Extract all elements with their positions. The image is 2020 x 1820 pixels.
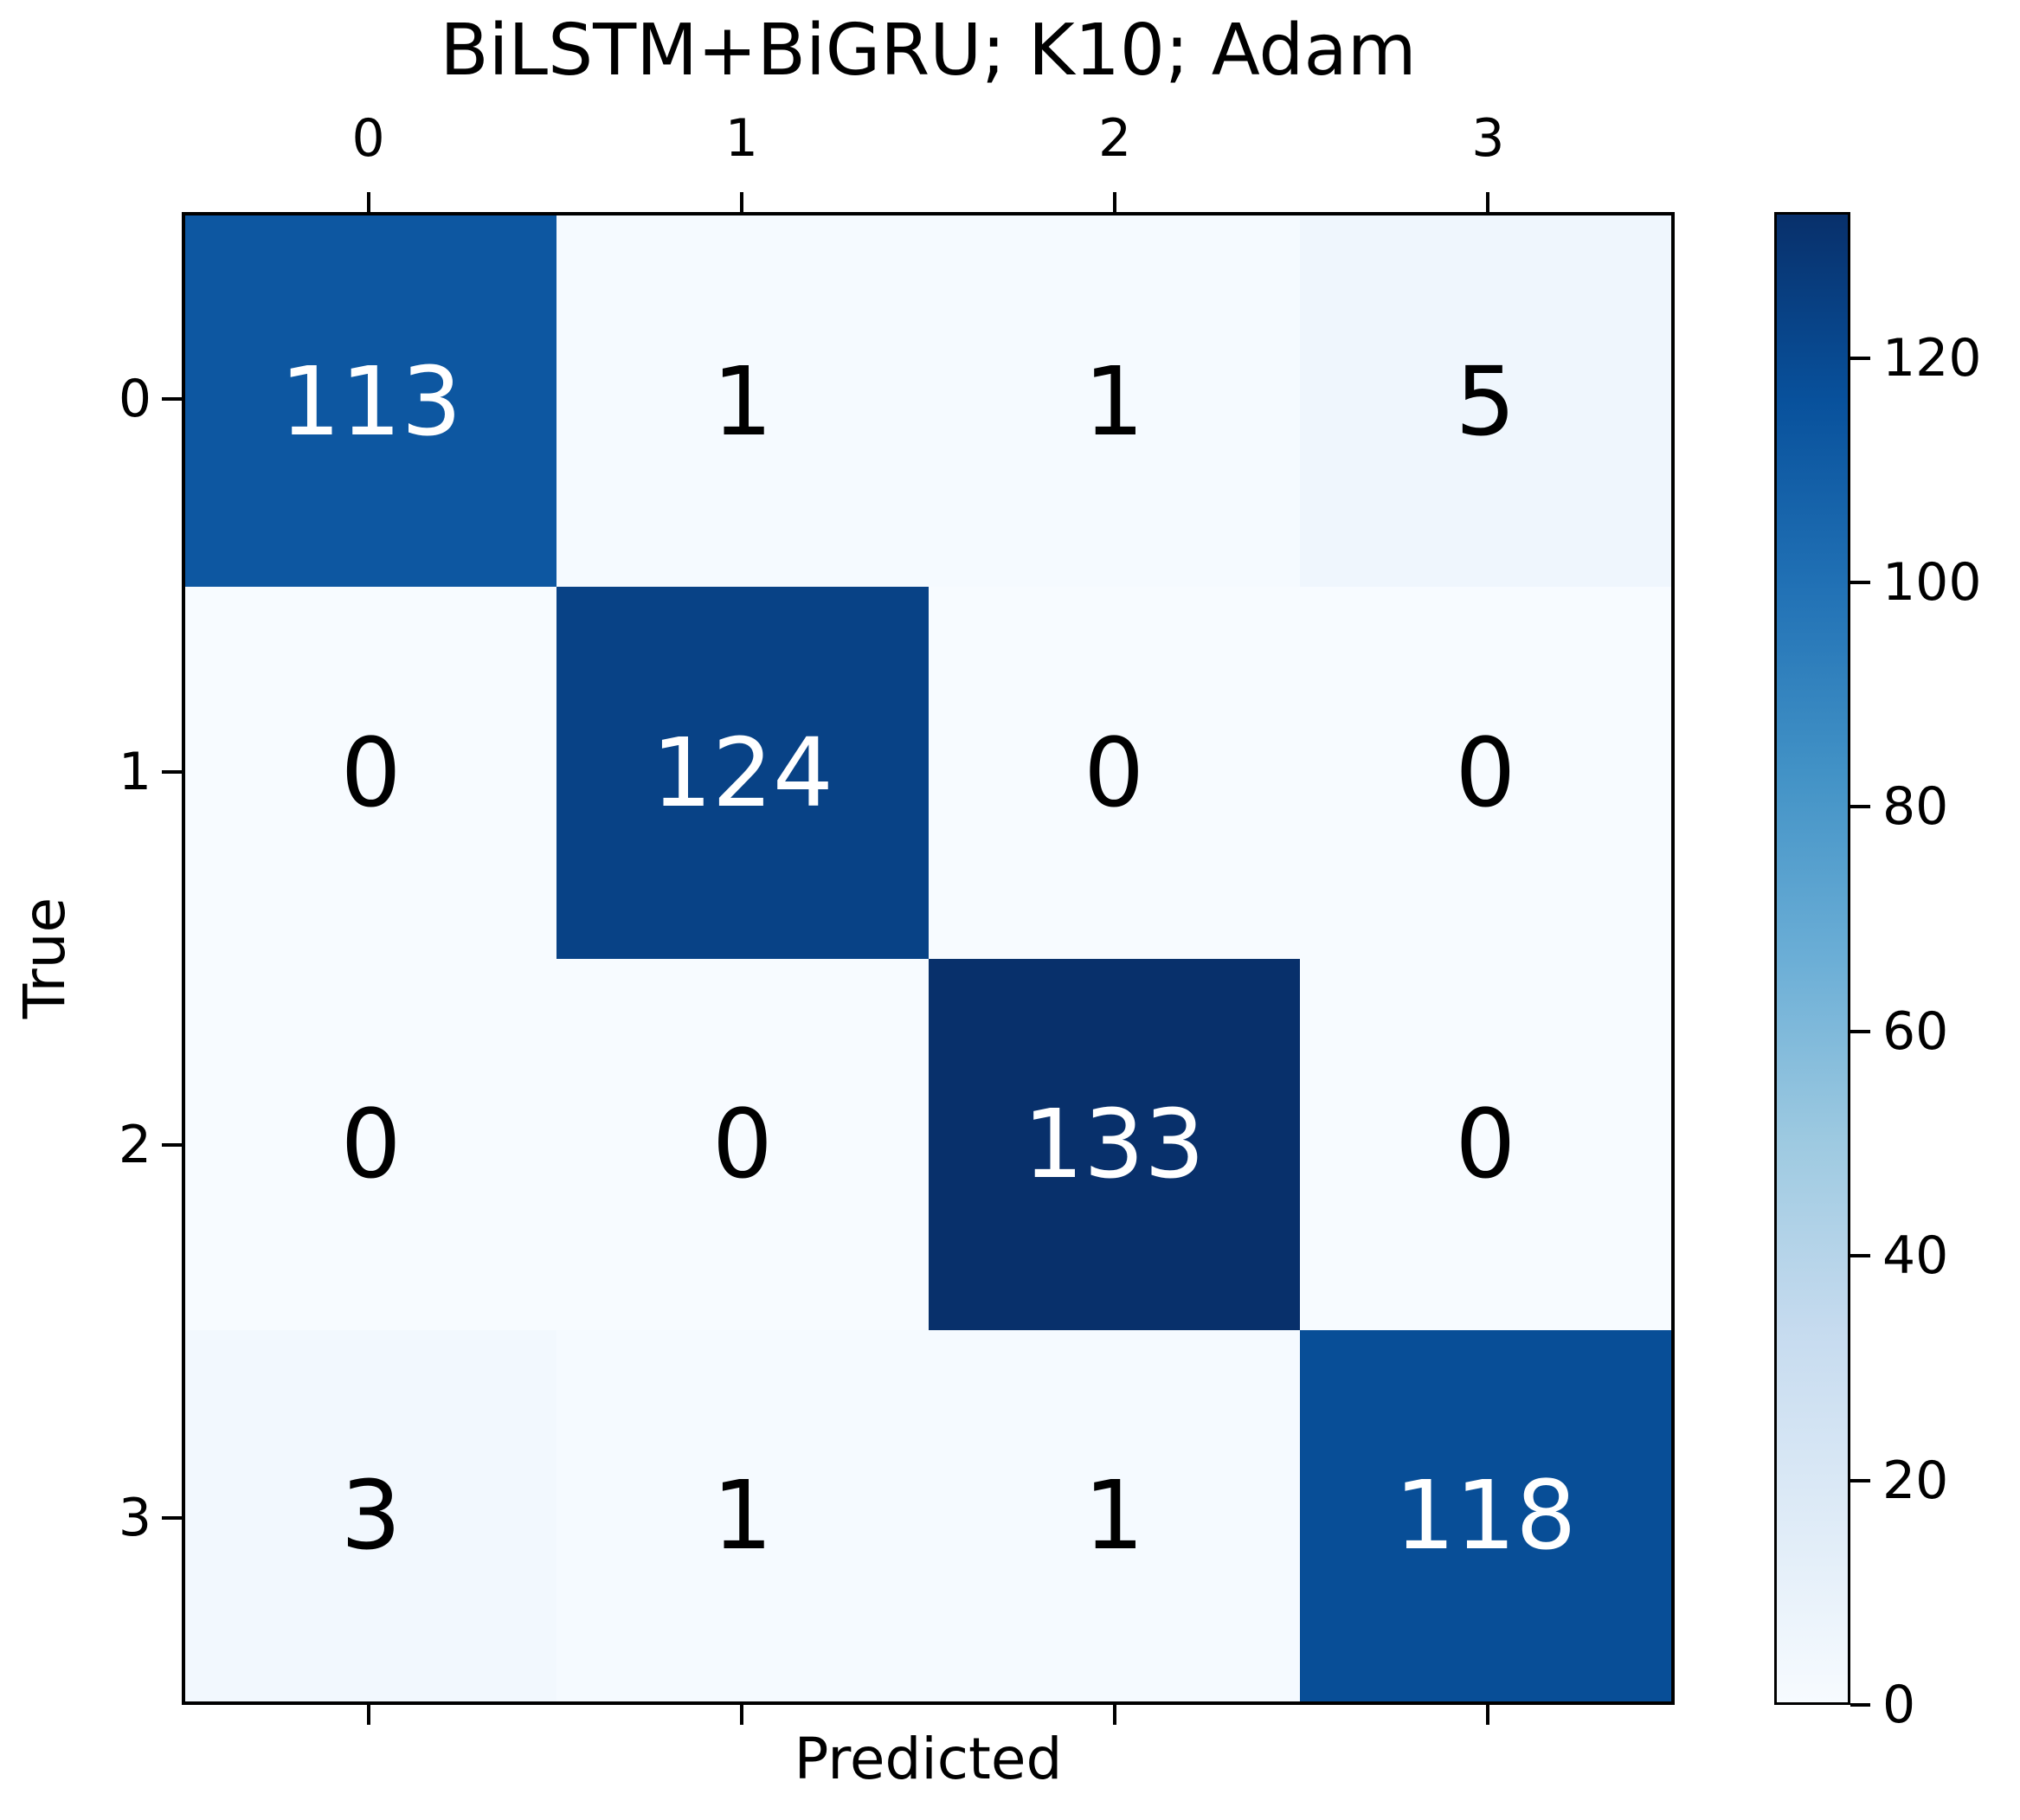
colorbar-tick-label: 20 xyxy=(1882,1450,1949,1511)
y-tick-mark xyxy=(162,1516,182,1521)
heatmap-cell-r3c3: 118 xyxy=(1299,1329,1671,1701)
heatmap-cell-r3c0: 3 xyxy=(185,1329,557,1701)
heatmap-cell-r1c1: 124 xyxy=(556,587,929,959)
x-tick-mark-bottom xyxy=(366,1705,370,1725)
heatmap-axes: 113 1 1 5 0 124 0 0 0 0 133 0 3 1 1 118 xyxy=(182,212,1675,1705)
cell-value: 0 xyxy=(1084,717,1145,828)
cell-value: 1 xyxy=(711,1460,773,1572)
colorbar-tick-label: 100 xyxy=(1882,552,1982,613)
cell-value: 1 xyxy=(711,345,773,457)
y-tick-label: 1 xyxy=(118,741,151,802)
cell-value: 3 xyxy=(340,1460,402,1572)
x-tick-mark-top xyxy=(739,192,743,212)
heatmap-cell-r2c1: 0 xyxy=(556,958,929,1330)
y-tick-mark xyxy=(162,1143,182,1148)
heatmap-cell-r1c2: 0 xyxy=(928,587,1300,959)
colorbar-tick-label: 60 xyxy=(1882,1000,1949,1062)
cell-value: 0 xyxy=(340,1089,402,1200)
x-tick-mark-bottom xyxy=(1486,1705,1490,1725)
cell-value: 133 xyxy=(1023,1089,1206,1200)
x-tick-mark-top xyxy=(1113,192,1117,212)
heatmap-cell-r0c2: 1 xyxy=(928,215,1300,588)
colorbar-tick-mark xyxy=(1850,356,1870,360)
y-tick-label: 2 xyxy=(118,1115,151,1176)
cell-value: 0 xyxy=(711,1089,773,1200)
cell-value: 118 xyxy=(1394,1460,1577,1572)
cell-value: 5 xyxy=(1455,345,1516,457)
chart-title: BiLSTM+BiGRU; K10; Adam xyxy=(440,10,1417,92)
heatmap-cell-r3c2: 1 xyxy=(928,1329,1300,1701)
colorbar-tick-mark xyxy=(1850,1254,1870,1258)
heatmap-cell-grid: 113 1 1 5 0 124 0 0 0 0 133 0 3 1 1 118 xyxy=(185,215,1671,1701)
heatmap-cell-r1c3: 0 xyxy=(1299,587,1671,959)
colorbar-tick-mark xyxy=(1850,581,1870,584)
x-tick-label: 2 xyxy=(1098,108,1132,169)
x-tick-mark-bottom xyxy=(739,1705,743,1725)
cell-value: 0 xyxy=(1455,1089,1516,1200)
cell-value: 124 xyxy=(651,717,833,828)
colorbar xyxy=(1774,212,1850,1705)
cell-value: 0 xyxy=(340,717,402,828)
cell-value: 0 xyxy=(1455,717,1516,828)
y-tick-label: 0 xyxy=(118,368,151,429)
y-tick-mark xyxy=(162,396,182,401)
x-tick-mark-top xyxy=(366,192,370,212)
x-tick-mark-top xyxy=(1486,192,1490,212)
colorbar-tick-label: 120 xyxy=(1882,327,1982,389)
y-tick-mark xyxy=(162,769,182,774)
heatmap-cell-r2c0: 0 xyxy=(185,958,557,1330)
x-tick-label: 0 xyxy=(351,108,385,169)
heatmap-cell-r0c3: 5 xyxy=(1299,215,1671,588)
y-tick-label: 3 xyxy=(118,1488,151,1549)
cell-value: 1 xyxy=(1084,345,1145,457)
heatmap-cell-r0c1: 1 xyxy=(556,215,929,588)
heatmap-cell-r3c1: 1 xyxy=(556,1329,929,1701)
heatmap-cell-r2c2: 133 xyxy=(928,958,1300,1330)
cell-value: 1 xyxy=(1084,1460,1145,1572)
x-tick-label: 3 xyxy=(1471,108,1505,169)
colorbar-tick-label: 80 xyxy=(1882,776,1949,838)
colorbar-tick-mark xyxy=(1850,805,1870,809)
y-axis-label: True xyxy=(11,897,78,1019)
cell-value: 113 xyxy=(280,345,462,457)
heatmap-cell-r0c0: 113 xyxy=(185,215,557,588)
heatmap-cell-r2c3: 0 xyxy=(1299,958,1671,1330)
colorbar-tick-label: 0 xyxy=(1882,1675,1916,1735)
heatmap-cell-r1c0: 0 xyxy=(185,587,557,959)
x-tick-label: 1 xyxy=(724,108,758,169)
colorbar-tick-label: 40 xyxy=(1882,1225,1949,1287)
colorbar-tick-mark xyxy=(1850,1703,1870,1707)
x-tick-mark-bottom xyxy=(1113,1705,1117,1725)
colorbar-tick-mark xyxy=(1850,1029,1870,1033)
colorbar-tick-mark xyxy=(1850,1478,1870,1482)
x-axis-label: Predicted xyxy=(794,1726,1063,1792)
